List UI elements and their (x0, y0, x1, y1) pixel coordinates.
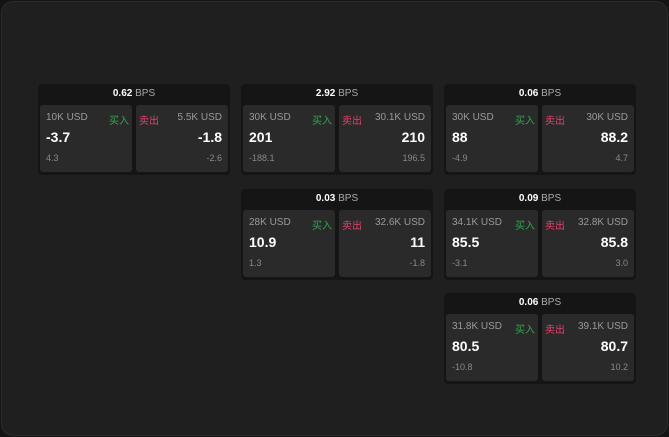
ask-change: -2.6 (206, 153, 222, 163)
spread-unit: BPS (338, 193, 359, 204)
sell-label: 卖出 (342, 116, 362, 127)
bid-change: -10.8 (452, 362, 473, 372)
buy-panel[interactable]: 10K USD 买入 -3.7 4.3 (40, 105, 132, 172)
buy-panel[interactable]: 30K USD 买入 88 -4.9 (446, 105, 538, 172)
ask-size: 32.6K USD (374, 217, 425, 228)
buy-label: 买入 (109, 116, 129, 127)
spread-value: 0.06 (518, 88, 539, 99)
sell-panel[interactable]: 32.8K USD 卖出 85.8 3.0 (542, 210, 634, 277)
ask-size: 5.5K USD (177, 112, 222, 123)
spread-header: 0.09 BPS (444, 189, 636, 209)
sell-panel[interactable]: 32.6K USD 卖出 11 -1.8 (339, 210, 431, 277)
sell-panel[interactable]: 30K USD 卖出 88.2 4.7 (542, 105, 634, 172)
sell-label: 卖出 (545, 325, 565, 336)
bid-price: 80.5 (452, 338, 480, 354)
bid-size: 28K USD (249, 217, 291, 228)
bid-price: 85.5 (452, 234, 480, 250)
bid-size: 10K USD (46, 112, 88, 123)
quote-card: 0.06 BPS 30K USD 买入 88 -4.9 30K USD 卖出 8… (444, 84, 636, 175)
ask-price: 11 (410, 234, 425, 250)
bid-change: 4.3 (46, 153, 59, 163)
buy-label: 买入 (515, 325, 535, 336)
bid-size: 34.1K USD (452, 217, 503, 228)
quote-card: 0.62 BPS 10K USD 买入 -3.7 4.3 5.5K USD 卖出… (38, 84, 230, 175)
ask-change: 196.5 (402, 153, 425, 163)
spread-value: 2.92 (315, 88, 336, 99)
buy-panel[interactable]: 31.8K USD 买入 80.5 -10.8 (446, 314, 538, 381)
bid-size: 31.8K USD (452, 321, 503, 332)
spread-value: 0.09 (518, 193, 539, 204)
buy-label: 买入 (312, 221, 332, 232)
buy-panel[interactable]: 34.1K USD 买入 85.5 -3.1 (446, 210, 538, 277)
spread-unit: BPS (338, 88, 359, 99)
buy-label: 买入 (515, 116, 535, 127)
bid-change: -3.1 (452, 258, 468, 268)
bid-change: -188.1 (249, 153, 275, 163)
buy-panel[interactable]: 30K USD 买入 201 -188.1 (243, 105, 335, 172)
ask-size: 30K USD (586, 112, 628, 123)
ask-change: -1.8 (409, 258, 425, 268)
ask-price: 88.2 (600, 129, 628, 145)
spread-unit: BPS (541, 88, 562, 99)
buy-label: 买入 (312, 116, 332, 127)
spread-value: 0.62 (112, 88, 133, 99)
spread-unit: BPS (541, 193, 562, 204)
bid-size: 30K USD (249, 112, 291, 123)
quote-card: 0.09 BPS 34.1K USD 买入 85.5 -3.1 32.8K US… (444, 189, 636, 280)
ask-price: 210 (401, 129, 425, 145)
bid-price: 88 (452, 129, 468, 145)
sell-label: 卖出 (545, 116, 565, 127)
bid-price: 201 (249, 129, 273, 145)
sell-label: 卖出 (139, 116, 159, 127)
sell-label: 卖出 (545, 221, 565, 232)
bid-price: 10.9 (249, 234, 277, 250)
ask-size: 30.1K USD (374, 112, 425, 123)
spread-unit: BPS (135, 88, 156, 99)
bid-price: -3.7 (46, 129, 71, 145)
buy-label: 买入 (515, 221, 535, 232)
bid-change: -4.9 (452, 153, 468, 163)
spread-header: 0.62 BPS (38, 84, 230, 104)
quote-card: 2.92 BPS 30K USD 买入 201 -188.1 30.1K USD… (241, 84, 433, 175)
ask-change: 4.7 (615, 153, 628, 163)
spread-header: 0.06 BPS (444, 84, 636, 104)
spread-value: 0.06 (518, 297, 539, 308)
quote-card: 0.06 BPS 31.8K USD 买入 80.5 -10.8 39.1K U… (444, 293, 636, 384)
bid-size: 30K USD (452, 112, 494, 123)
buy-panel[interactable]: 28K USD 买入 10.9 1.3 (243, 210, 335, 277)
ask-change: 10.2 (610, 362, 628, 372)
sell-label: 卖出 (342, 221, 362, 232)
spread-header: 0.03 BPS (241, 189, 433, 209)
sell-panel[interactable]: 5.5K USD 卖出 -1.8 -2.6 (136, 105, 228, 172)
ask-price: 80.7 (600, 338, 628, 354)
ask-size: 32.8K USD (577, 217, 628, 228)
bid-change: 1.3 (249, 258, 262, 268)
ask-price: 85.8 (600, 234, 628, 250)
sell-panel[interactable]: 30.1K USD 卖出 210 196.5 (339, 105, 431, 172)
ask-price: -1.8 (197, 129, 222, 145)
ask-change: 3.0 (615, 258, 628, 268)
spread-header: 0.06 BPS (444, 293, 636, 313)
spread-value: 0.03 (315, 193, 336, 204)
sell-panel[interactable]: 39.1K USD 卖出 80.7 10.2 (542, 314, 634, 381)
quote-card: 0.03 BPS 28K USD 买入 10.9 1.3 32.6K USD 卖… (241, 189, 433, 280)
spread-header: 2.92 BPS (241, 84, 433, 104)
spread-unit: BPS (541, 297, 562, 308)
ask-size: 39.1K USD (577, 321, 628, 332)
